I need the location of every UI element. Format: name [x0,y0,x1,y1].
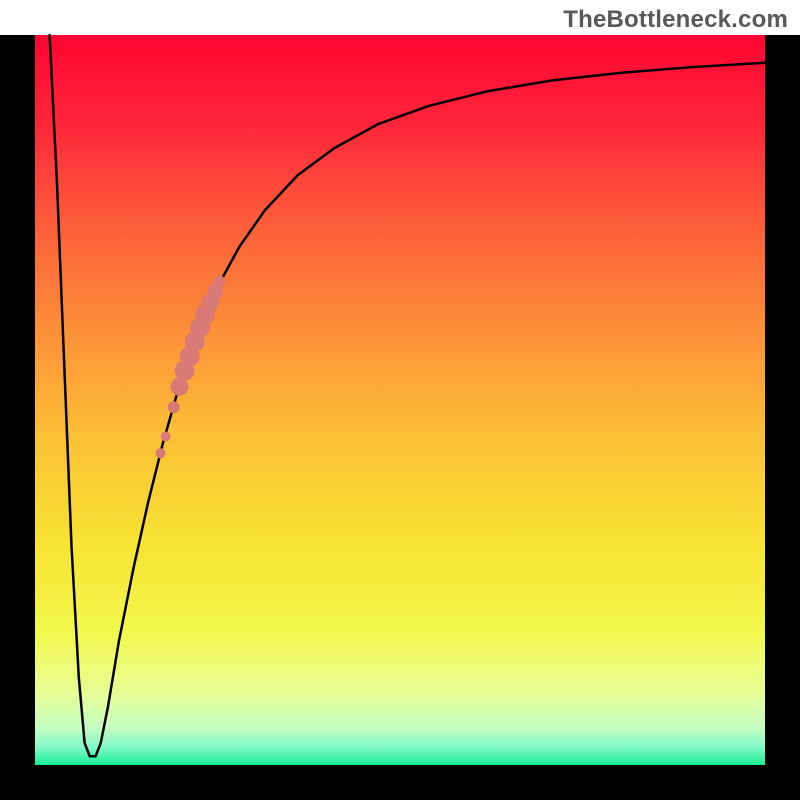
chart-border [765,35,800,800]
chart-svg [0,0,800,800]
scatter-point [161,432,171,442]
chart-border [0,35,35,800]
plot-background [35,35,765,765]
chart-frame: TheBottleneck.com [0,0,800,800]
scatter-point [168,401,180,413]
scatter-point [214,276,226,288]
watermark-label: TheBottleneck.com [563,6,788,34]
scatter-point [156,448,166,458]
chart-border [0,765,800,800]
